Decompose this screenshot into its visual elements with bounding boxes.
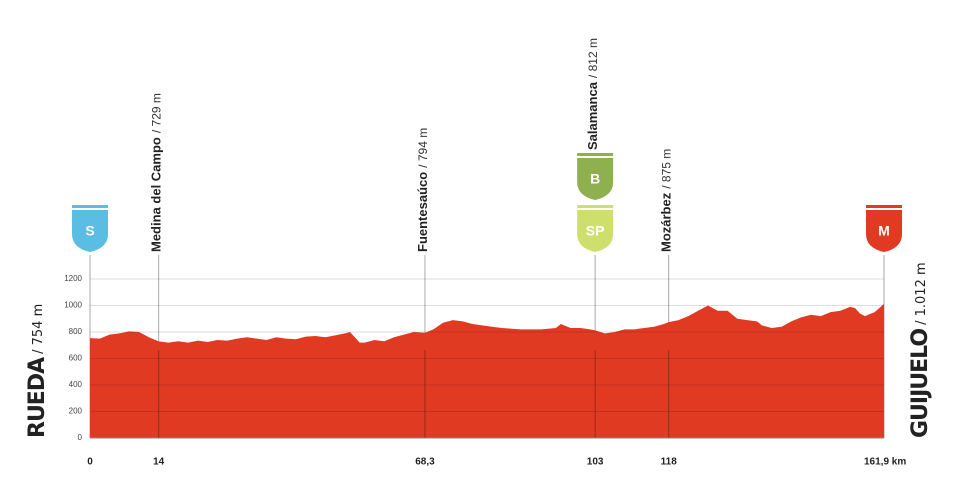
waypoint-altitude: / 1.012 m <box>914 262 929 325</box>
waypoint-label: Medina del Campo / 729 m <box>149 93 164 252</box>
x-tick-label: 161,9 km <box>864 457 906 468</box>
badge <box>866 210 902 252</box>
badge-top <box>866 205 902 208</box>
waypoint-label: GUIJUELO / 1.012 m <box>908 262 933 438</box>
badge <box>577 158 614 200</box>
waypoint-label: Salamanca / 812 m <box>586 38 601 150</box>
waypoint-name: GUIJUELO <box>908 329 933 438</box>
badge-top <box>577 153 614 156</box>
badge-top <box>72 205 108 208</box>
y-tick-label: 800 <box>69 327 83 336</box>
waypoint-name: Fuentesaúco <box>415 172 430 252</box>
x-tick-label: 14 <box>153 457 165 468</box>
waypoint-name: Mozárbez <box>659 192 674 252</box>
elevation-area <box>90 303 884 438</box>
waypoint-altitude: / 875 m <box>660 149 674 189</box>
x-tick-label: 103 <box>587 457 604 468</box>
badge-label: B <box>590 171 600 187</box>
x-tick-label: 118 <box>661 457 678 468</box>
y-tick-label: 600 <box>69 354 83 363</box>
badge-label: M <box>878 223 890 239</box>
waypoint-name: Medina del Campo <box>149 137 164 252</box>
x-tick-label: 0 <box>87 457 93 468</box>
badge-top <box>577 205 614 208</box>
y-tick-label: 400 <box>69 380 83 389</box>
badge-label: S <box>85 223 94 239</box>
badge <box>72 210 108 252</box>
waypoint-altitude: / 729 m <box>150 93 164 133</box>
waypoint-name: Salamanca <box>586 81 601 150</box>
badge <box>577 210 614 252</box>
waypoint-altitude: / 754 m <box>31 304 46 354</box>
y-tick-label: 1200 <box>64 274 82 283</box>
x-tick-label: 68,3 <box>415 457 435 468</box>
y-tick-label: 0 <box>78 433 83 442</box>
waypoint-altitude: / 794 m <box>416 128 430 168</box>
waypoint-name: RUEDA <box>25 357 50 438</box>
y-tick-label: 1000 <box>64 301 82 310</box>
waypoint-label: Fuentesaúco / 794 m <box>415 128 430 252</box>
waypoint-label: Mozárbez / 875 m <box>659 149 674 252</box>
y-tick-label: 200 <box>69 407 83 416</box>
waypoint-label: RUEDA / 754 m <box>25 304 50 438</box>
badge-label: SP <box>586 223 605 239</box>
waypoint-altitude: / 812 m <box>586 38 600 78</box>
